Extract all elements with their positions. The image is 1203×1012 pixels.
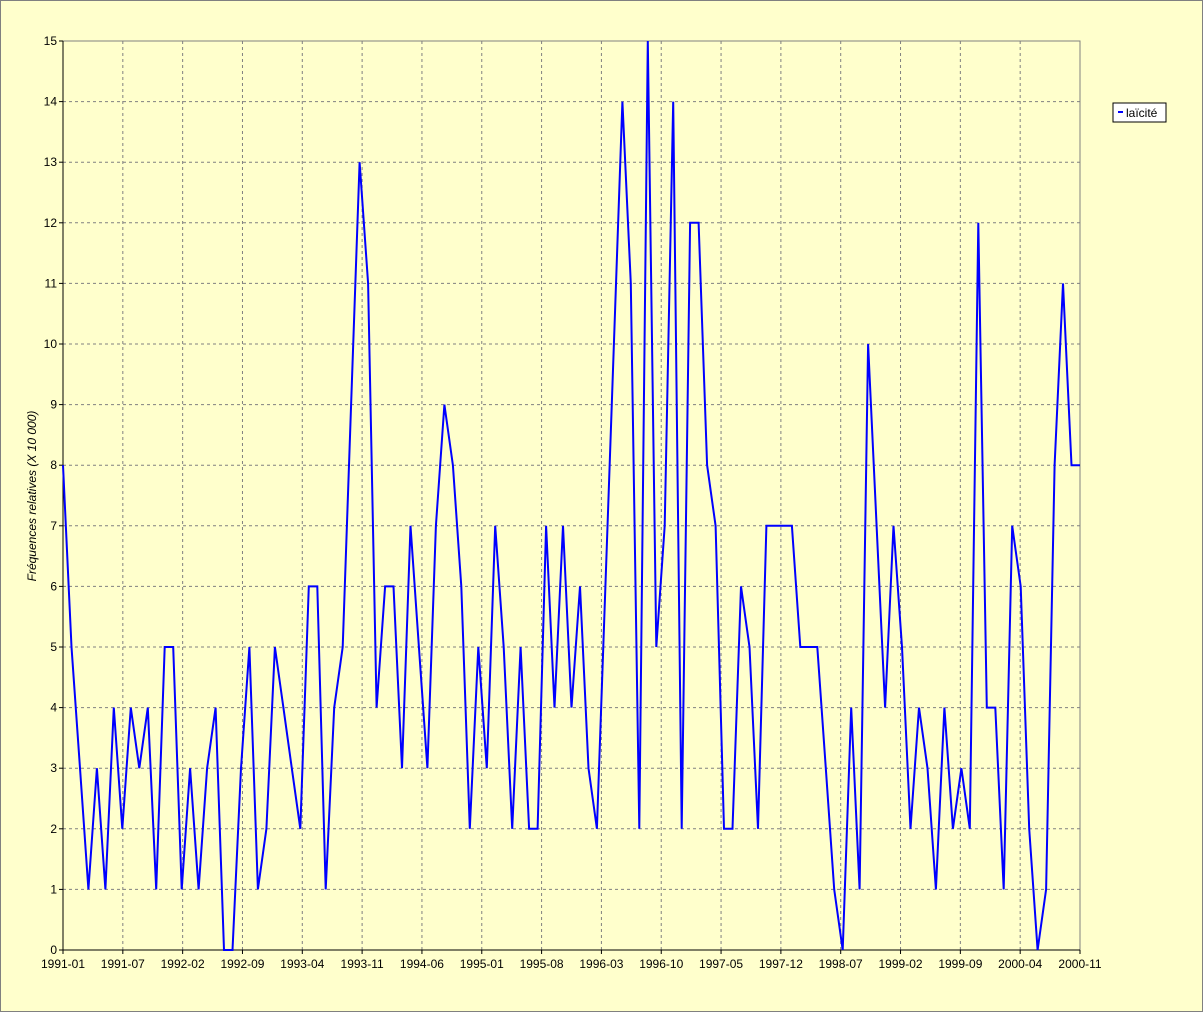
series-line-laicite <box>62 40 1080 951</box>
grid-lines <box>63 41 1081 950</box>
x-tick-label: 1994-06 <box>400 957 444 971</box>
x-tick-label: 1991-01 <box>41 957 85 971</box>
y-tick-label: 0 <box>50 943 57 957</box>
y-tick-label: 14 <box>44 95 58 109</box>
x-tick-label: 1993-11 <box>341 957 384 971</box>
x-tick-label: 1996-03 <box>579 957 623 971</box>
y-tick-label: 6 <box>50 579 57 593</box>
legend-swatch <box>1118 111 1123 113</box>
plot-area <box>62 40 1081 951</box>
y-axis-label: Fréquences relatives (X 10 000) <box>25 411 39 582</box>
y-tick-label: 10 <box>44 337 58 351</box>
x-tick-label: 1993-04 <box>280 957 324 971</box>
x-tick-label: 1997-05 <box>699 957 743 971</box>
x-tick-label: 1999-09 <box>938 957 982 971</box>
x-tick-label: 1996-10 <box>639 957 683 971</box>
legend-label: laïcité <box>1126 106 1158 120</box>
x-tick-label: 1992-09 <box>220 957 264 971</box>
x-tick-label: 1995-08 <box>520 957 564 971</box>
x-tick-label: 2000-11 <box>1058 957 1101 971</box>
y-tick-label: 11 <box>45 276 58 290</box>
y-tick-label: 13 <box>44 155 58 169</box>
y-tick-label: 7 <box>50 519 57 533</box>
y-tick-label: 12 <box>44 216 58 230</box>
x-tick-label: 1991-07 <box>101 957 145 971</box>
y-tick-label: 4 <box>50 701 57 715</box>
y-tick-label: 1 <box>50 882 57 896</box>
y-tick-label: 8 <box>50 458 57 472</box>
y-tick-label: 2 <box>50 822 57 836</box>
legend-box <box>1112 102 1167 123</box>
x-tick-label: 1999-02 <box>879 957 923 971</box>
x-tick-label: 1998-07 <box>819 957 863 971</box>
x-tick-label: 1997-12 <box>759 957 803 971</box>
y-tick-label: 15 <box>44 34 58 48</box>
x-tick-label: 1995-01 <box>460 957 504 971</box>
y-tick-label: 9 <box>50 398 57 412</box>
y-tick-label: 5 <box>50 640 57 654</box>
legend: laïcité <box>1112 102 1167 123</box>
x-tick-label: 1992-02 <box>161 957 205 971</box>
x-tick-label: 2000-04 <box>998 957 1042 971</box>
y-tick-label: 3 <box>50 761 57 775</box>
